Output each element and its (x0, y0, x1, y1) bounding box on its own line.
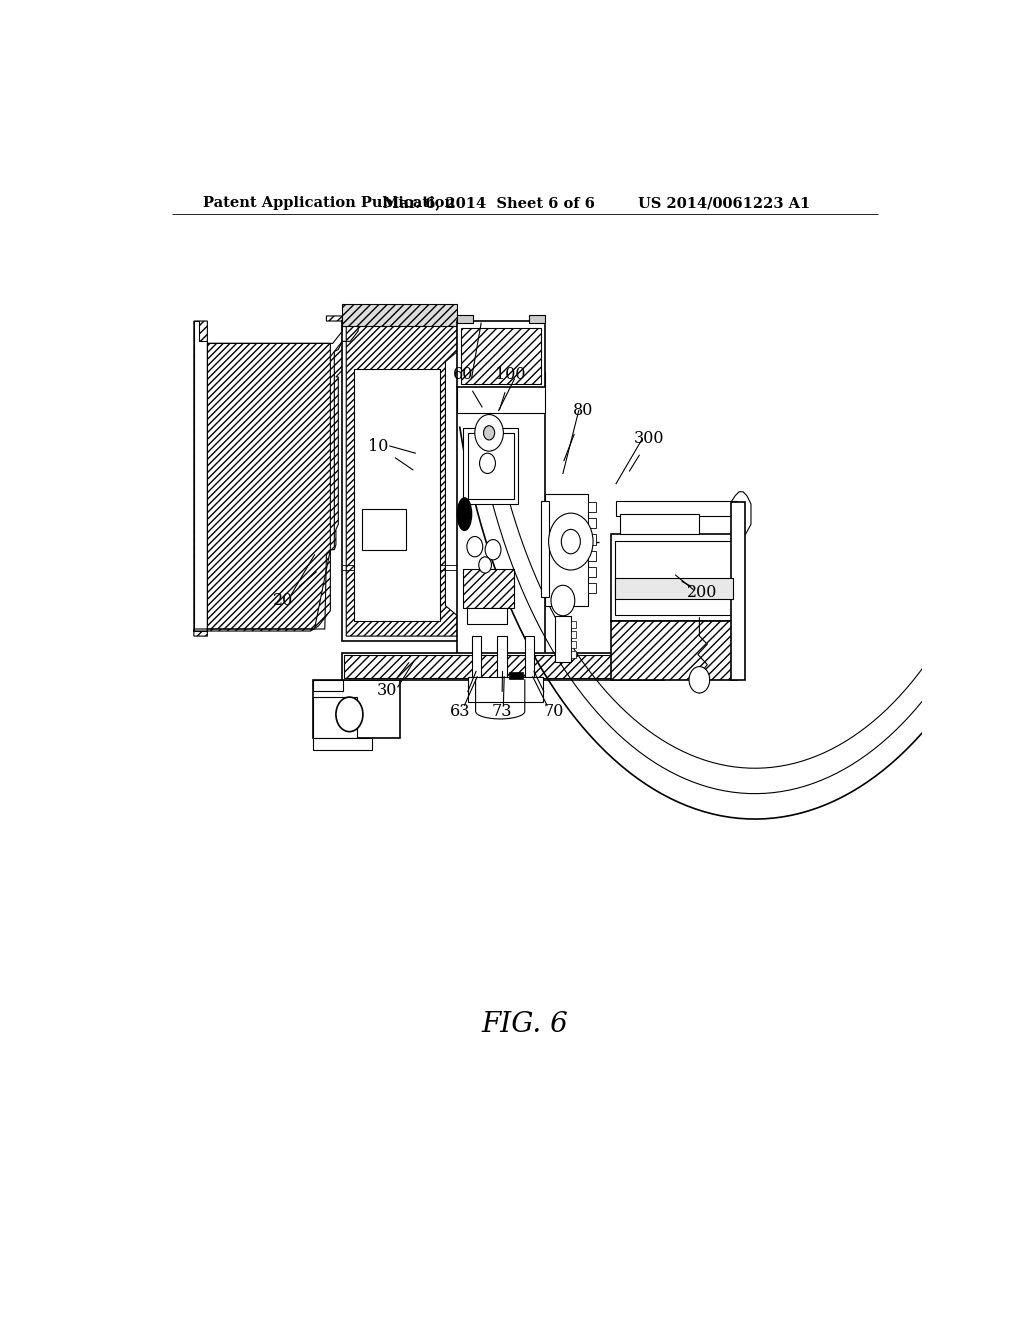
Bar (468, 677, 543, 702)
Ellipse shape (458, 498, 472, 531)
Bar (342, 304, 458, 326)
Circle shape (689, 667, 710, 693)
Polygon shape (194, 315, 358, 636)
Bar (610, 535, 737, 620)
Circle shape (467, 536, 482, 557)
Bar (354, 368, 440, 620)
Bar (463, 569, 514, 607)
Bar (458, 372, 545, 412)
Bar (458, 321, 545, 387)
Bar (570, 631, 575, 638)
Bar (342, 321, 462, 642)
Bar (588, 519, 596, 528)
Circle shape (336, 697, 362, 731)
Bar (342, 653, 664, 680)
Text: 100: 100 (496, 367, 525, 383)
Bar (588, 583, 596, 594)
Circle shape (561, 529, 581, 554)
Text: Mar. 6, 2014  Sheet 6 of 6: Mar. 6, 2014 Sheet 6 of 6 (383, 197, 595, 210)
Bar (524, 636, 535, 677)
Bar (615, 578, 733, 598)
Text: 60: 60 (453, 367, 473, 383)
Bar (463, 428, 518, 504)
Text: 300: 300 (634, 430, 665, 447)
Text: 30: 30 (377, 682, 397, 700)
Bar (570, 620, 575, 628)
Bar (731, 502, 745, 680)
Bar (588, 502, 596, 512)
Circle shape (551, 585, 574, 615)
Bar (509, 672, 523, 678)
Bar (313, 680, 343, 690)
Bar (555, 615, 570, 661)
Text: 63: 63 (450, 702, 470, 719)
Text: US 2014/0061223 A1: US 2014/0061223 A1 (638, 197, 811, 210)
Bar (472, 636, 481, 677)
Bar (467, 607, 507, 624)
Bar (344, 656, 663, 677)
Bar (313, 738, 373, 750)
Bar (458, 315, 473, 323)
Bar (362, 510, 406, 549)
Bar (616, 500, 736, 516)
Bar (545, 494, 589, 606)
Bar (458, 387, 545, 667)
Bar (588, 535, 596, 545)
Circle shape (475, 414, 504, 451)
Bar (528, 315, 545, 323)
Bar (313, 680, 400, 738)
Bar (588, 568, 596, 577)
Bar (615, 541, 733, 615)
Text: 70: 70 (543, 702, 563, 719)
Text: FIG. 6: FIG. 6 (481, 1011, 568, 1038)
Bar (620, 515, 699, 535)
Bar (497, 636, 507, 677)
Bar (541, 500, 549, 598)
Polygon shape (346, 326, 458, 636)
Text: 73: 73 (492, 702, 512, 719)
Circle shape (483, 426, 495, 440)
Text: 10: 10 (368, 437, 388, 454)
Bar (610, 620, 737, 680)
Circle shape (549, 513, 593, 570)
Text: 20: 20 (272, 593, 293, 609)
Text: Patent Application Publication: Patent Application Publication (204, 197, 456, 210)
Circle shape (479, 557, 492, 573)
Bar (570, 651, 575, 659)
Text: 200: 200 (687, 583, 718, 601)
Circle shape (479, 453, 496, 474)
Text: 80: 80 (573, 403, 594, 418)
Bar (313, 697, 356, 738)
Bar (468, 433, 514, 499)
Bar (461, 329, 541, 384)
Bar (588, 550, 596, 561)
Bar (570, 642, 575, 648)
Polygon shape (194, 321, 207, 631)
Circle shape (485, 540, 501, 560)
Polygon shape (204, 343, 331, 630)
